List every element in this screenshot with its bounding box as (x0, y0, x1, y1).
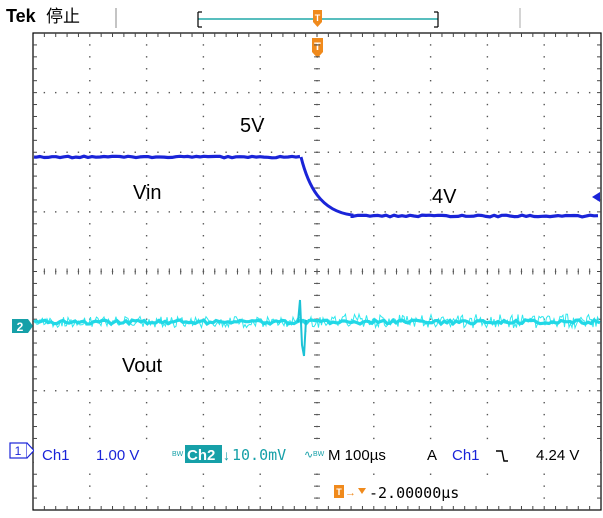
trigger-offset[interactable]: -2.00000µs (369, 484, 459, 502)
ch2-name[interactable]: Ch2 (187, 447, 215, 464)
ch1-scale[interactable]: 1.00 V (96, 447, 139, 464)
ch2-scale[interactable]: 10.0mV (232, 446, 286, 464)
ch2-ground-marker[interactable]: 2 (12, 319, 33, 334)
label-4v: 4V (432, 186, 457, 208)
acquisition-status: 停止 (46, 7, 80, 26)
trigger-mode[interactable]: A (427, 447, 437, 464)
ch1-name[interactable]: Ch1 (42, 447, 70, 464)
svg-text:1: 1 (15, 444, 22, 458)
ch1-reference-arrow-icon[interactable] (592, 192, 600, 202)
trigger-position-icon[interactable]: T (313, 10, 322, 27)
trigger-level[interactable]: 4.24 V (536, 447, 579, 464)
trigger-source[interactable]: Ch1 (452, 447, 480, 464)
graticule (33, 33, 601, 510)
ch2-bw-icon: BW (313, 451, 325, 458)
svg-text:2: 2 (17, 320, 24, 334)
svg-text:T: T (336, 487, 342, 497)
ch2-coupling-arrow-icon: ↓ (223, 447, 230, 463)
svg-text:T: T (314, 41, 321, 53)
timebase[interactable]: M 100µs (328, 447, 386, 464)
svg-text:T: T (315, 13, 321, 23)
label-vin: Vin (133, 182, 162, 204)
ch2-ac-coupling-icon: ∿ (304, 449, 313, 461)
ch1-trace (34, 156, 598, 217)
ch1-ground-marker[interactable]: 1 (10, 443, 34, 458)
ch2-glitch (298, 300, 306, 356)
ch2-bw-limit-icon: BW (172, 451, 184, 458)
label-5v: 5V (240, 115, 265, 137)
ch1-trace-fall (301, 157, 352, 218)
trigger-marker-icon[interactable]: T (312, 38, 323, 58)
brand-label: Tek (6, 6, 37, 26)
label-vout: Vout (122, 355, 162, 377)
svg-text:→: → (345, 487, 356, 499)
